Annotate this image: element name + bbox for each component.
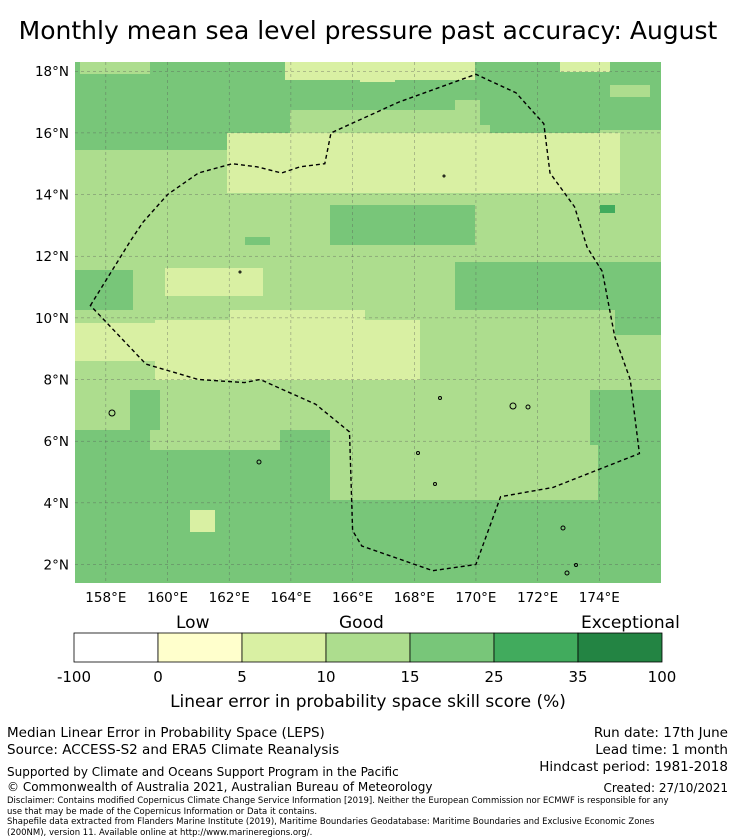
lead-time: Lead time: 1 month (595, 742, 728, 758)
created-date: Created: 27/10/2021 (603, 781, 728, 795)
copyright: © Commonwealth of Australia 2021, Austra… (7, 780, 433, 794)
colorbar-segment-exceptional (577, 632, 663, 663)
colorbar-segment-medium (409, 632, 495, 663)
colorbar-segment-white (73, 632, 159, 663)
colorbar-tick: 15 (400, 668, 419, 686)
longitude-labels: 158°E 160°E 162°E 164°E 166°E 168°E 170°… (85, 590, 620, 606)
shapefile-line: Shapefile data extracted from Flanders M… (7, 817, 655, 827)
map-gridlines (75, 62, 661, 583)
lon-label-174: 174°E (579, 590, 620, 606)
colorbar-segment-low (157, 632, 243, 663)
colorbar (73, 632, 663, 663)
supported-by: Supported by Climate and Oceans Support … (7, 765, 399, 779)
lat-label-12: 12°N (35, 249, 69, 265)
lon-label-172: 172°E (517, 590, 558, 606)
lat-label-18: 18°N (35, 64, 69, 80)
lat-label-2: 2°N (44, 558, 69, 574)
footer-method: Median Linear Error in Probability Space… (7, 725, 339, 759)
lon-label-158: 158°E (85, 590, 126, 606)
lon-label-164: 164°E (270, 590, 311, 606)
lon-label-168: 168°E (394, 590, 435, 606)
disclaimer: Disclaimer: Contains modified Copernicus… (7, 796, 668, 838)
shapefile-line: (200NM), version 11. Available online at… (7, 827, 313, 838)
colorbar-tick: 5 (237, 668, 247, 686)
lat-label-4: 4°N (44, 496, 69, 512)
lon-label-162: 162°E (209, 590, 250, 606)
colorbar-segment-high (493, 632, 579, 663)
colorbar-segment-good (325, 632, 411, 663)
colorbar-label: Linear error in probability space skill … (170, 692, 566, 712)
colorbar-tick: 25 (484, 668, 503, 686)
colorbar-segment-light (241, 632, 327, 663)
lat-label-16: 16°N (35, 126, 69, 142)
colorbar-category-exceptional: Exceptional (581, 613, 680, 633)
lon-label-170: 170°E (455, 590, 496, 606)
hindcast-period: Hindcast period: 1981-2018 (539, 759, 728, 775)
colorbar-ticks: -100 0 5 10 15 25 35 100 (57, 668, 676, 686)
footer-source-line: Source: ACCESS-S2 and ERA5 Climate Reana… (7, 742, 340, 758)
page-title: Monthly mean sea level pressure past acc… (18, 16, 718, 45)
run-date: Run date: 17th June (593, 725, 728, 741)
lat-label-14: 14°N (35, 188, 69, 204)
latitude-labels: 18°N 16°N 14°N 12°N 10°N 8°N 6°N 4°N 2°N (35, 64, 69, 573)
lat-label-10: 10°N (35, 311, 69, 327)
colorbar-category-low: Low (176, 613, 210, 633)
island-outlines (108, 174, 578, 576)
disclaimer-line: Disclaimer: Contains modified Copernicus… (7, 796, 669, 806)
lat-label-6: 6°N (44, 434, 69, 450)
footer-run-info: Run date: 17th June Lead time: 1 month H… (539, 725, 728, 776)
colorbar-tick: 35 (568, 668, 587, 686)
colorbar-tick: 0 (153, 668, 163, 686)
footer-leps-line: Median Linear Error in Probability Space… (7, 725, 325, 741)
lat-label-8: 8°N (44, 373, 69, 389)
colorbar-tick: -100 (57, 668, 91, 686)
lon-label-166: 166°E (332, 590, 373, 606)
footer-credits: Supported by Climate and Oceans Support … (7, 765, 432, 795)
colorbar-tick: 100 (648, 668, 677, 686)
colorbar-category-good: Good (339, 613, 384, 633)
leps-map: 18°N 16°N 14°N 12°N 10°N 8°N 6°N 4°N 2°N… (35, 62, 676, 686)
skill-field (75, 62, 661, 583)
disclaimer-line: use that may be made of the Copernicus I… (7, 806, 318, 817)
colorbar-tick: 10 (316, 668, 335, 686)
eez-boundary (89, 73, 641, 572)
lon-label-160: 160°E (147, 590, 188, 606)
